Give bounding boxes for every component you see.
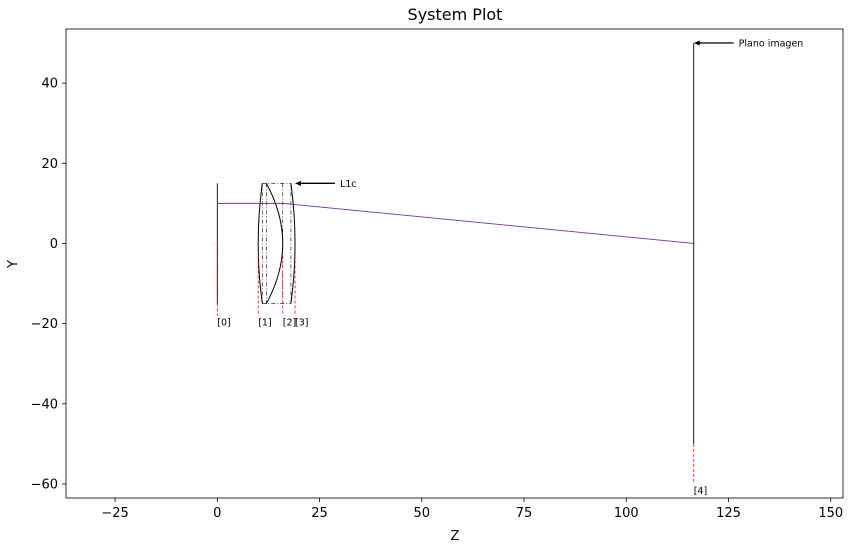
x-tick-label: −25 xyxy=(101,506,128,521)
plot-frame xyxy=(65,28,844,499)
y-tick-label: 0 xyxy=(50,237,58,252)
plot-content: [0] [1] [2][3] [4] L1c Plano imagen xyxy=(216,39,804,497)
y-tick-label: −20 xyxy=(31,317,58,332)
y-tick-label: −60 xyxy=(31,477,58,492)
surface-label: [1] xyxy=(258,318,271,329)
annotation-arrowhead xyxy=(693,40,700,46)
lens-surface-2 xyxy=(265,183,284,304)
x-tick-label: 150 xyxy=(818,506,843,521)
x-tick-label: 25 xyxy=(311,506,328,521)
axis-ticks: −25 0 25 50 75 100 125 150 −60 −40 −20 0 20 40 xyxy=(31,77,844,521)
lens-surface-3 xyxy=(290,183,296,304)
annotation-arrowhead xyxy=(295,180,302,186)
x-tick-label: 125 xyxy=(716,506,741,521)
y-axis-label: Y xyxy=(6,260,21,269)
annotation-label: Plano imagen xyxy=(739,39,804,50)
surface-label: [4] xyxy=(694,486,707,497)
x-axis-label: Z xyxy=(451,529,460,544)
x-tick-label: 75 xyxy=(516,506,533,521)
x-tick-label: 100 xyxy=(614,506,639,521)
ray-line xyxy=(217,202,694,244)
surface-label: [3] xyxy=(295,318,308,329)
chart-title: System Plot xyxy=(408,5,503,24)
y-tick-label: −40 xyxy=(31,397,58,412)
x-tick-label: 50 xyxy=(414,506,431,521)
surface-label: [0] xyxy=(217,318,230,329)
surface-label: [2] xyxy=(283,318,296,329)
y-tick-label: 20 xyxy=(41,157,58,172)
lens-surface-1 xyxy=(257,183,263,304)
annotation-label: L1c xyxy=(340,179,357,190)
x-tick-label: 0 xyxy=(213,506,221,521)
y-tick-label: 40 xyxy=(41,77,58,92)
